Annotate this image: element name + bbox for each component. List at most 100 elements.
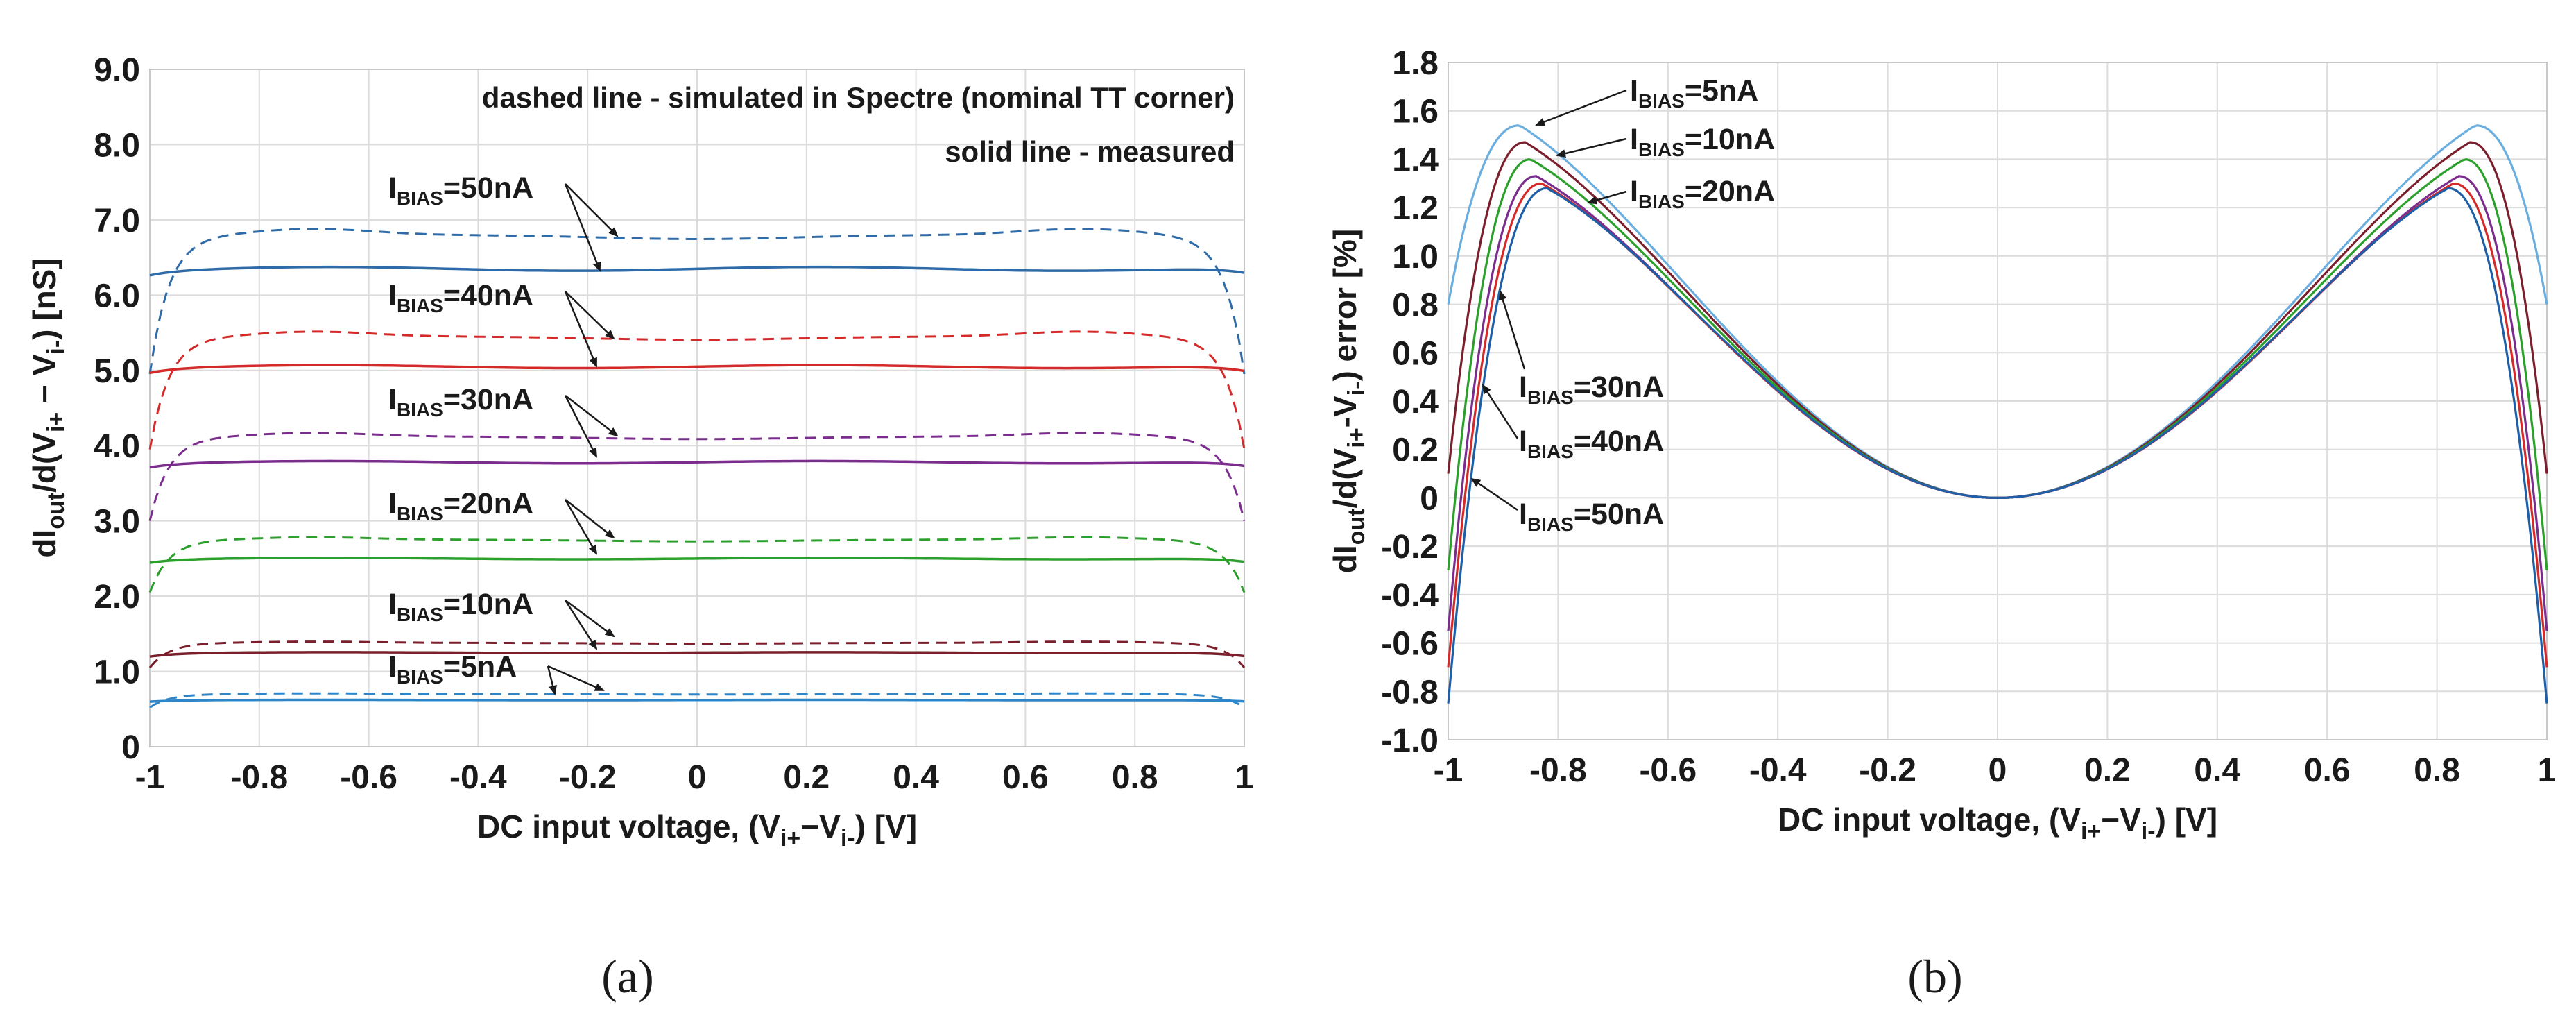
chart-a-y-ticks: 0 1.0 2.0 3.0 4.0 5.0 6.0 7.0 8.0 9.0	[94, 52, 140, 766]
chart-a-arrow-50na-b	[564, 183, 601, 272]
chart-a-frame	[149, 69, 1245, 747]
y-tick-label: 1.0	[1392, 239, 1439, 275]
measured-line-ibias=30na	[149, 459, 1245, 469]
chart-a-arrow-20na-b	[564, 499, 598, 555]
chart-b-arrow-50na	[1470, 477, 1518, 511]
chart-b-label-10na: IBIAS=10nA	[1630, 123, 1775, 160]
x-tick-label: 0.2	[2084, 752, 2131, 789]
y-tick-label: 0.2	[1392, 432, 1439, 469]
chart-b-arrow-30na	[1498, 290, 1526, 370]
x-tick-label: 0	[1989, 752, 2007, 789]
chart-b-label-50na: IBIAS=50nA	[1519, 498, 1664, 535]
chart-a-label-50na: IBIAS=50nA	[388, 171, 533, 209]
y-tick-label: 4.0	[94, 428, 140, 465]
chart-b-arrow-10na	[1556, 137, 1627, 158]
x-tick-label: 1	[2538, 752, 2557, 789]
y-tick-label: -1.0	[1381, 722, 1439, 759]
y-tick-label: -0.4	[1381, 577, 1439, 614]
chart-b-label-20na: IBIAS=20nA	[1630, 175, 1775, 212]
x-tick-label: -0.4	[449, 759, 507, 796]
measured-line-ibias=5na	[149, 698, 1245, 703]
y-tick-label: -0.6	[1381, 626, 1439, 663]
chart-a-note-simulated: dashed line - simulated in Spectre (nomi…	[482, 81, 1235, 114]
chart-a-series	[148, 228, 1246, 708]
chart-a-note-measured: solid line - measured	[945, 135, 1235, 168]
x-tick-label: -0.2	[1859, 752, 1916, 789]
measured-line-ibias=40na	[149, 364, 1245, 375]
y-tick-label: 6.0	[94, 278, 140, 314]
chart-a-arrow-20na-a	[565, 499, 615, 539]
chart-a-arrow-10na-b	[564, 600, 598, 650]
chart-a-arrow-10na-a	[565, 599, 615, 638]
x-tick-label: -0.6	[1639, 752, 1697, 789]
chart-b-arrow-20na	[1587, 190, 1627, 205]
y-tick-label: 1.0	[94, 654, 140, 691]
chart-a-arrow-30na-a	[565, 395, 619, 437]
measured-line-ibias=50na	[149, 265, 1245, 277]
x-tick-label: 0.6	[1002, 759, 1049, 796]
chart-a-arrow-5na-b	[547, 665, 557, 695]
chart-b-series	[1447, 124, 2548, 704]
x-tick-label: 0.6	[2304, 752, 2351, 789]
chart-a-x-label: DC input voltage, (Vi+−Vi-) [V]	[477, 808, 917, 851]
error-line-ibias=50na	[1447, 187, 2548, 704]
x-tick-label: 0.8	[2414, 752, 2460, 789]
chart-b-annotations: IBIAS=5nA IBIAS=10nA IBIAS=20nA IBIAS=30…	[1470, 74, 1775, 535]
y-tick-label: 5.0	[94, 353, 140, 390]
chart-a-label-10na: IBIAS=10nA	[388, 588, 533, 625]
y-tick-label: 8.0	[94, 127, 140, 164]
x-tick-label: -1	[135, 759, 165, 796]
x-tick-label: 1	[1235, 759, 1254, 796]
y-tick-label: 0.8	[1392, 287, 1439, 324]
y-tick-label: 0.6	[1392, 335, 1439, 372]
measured-line-ibias=20na	[149, 557, 1245, 564]
x-tick-label: -0.4	[1749, 752, 1807, 789]
chart-a-arrow-40na-b	[564, 291, 598, 368]
y-tick-label: 1.6	[1392, 94, 1439, 130]
y-tick-label: -0.8	[1381, 674, 1439, 711]
y-tick-label: 1.8	[1392, 45, 1439, 82]
chart-a-arrow-40na-a	[565, 291, 615, 340]
chart-a-arrow-50na-a	[565, 183, 619, 237]
y-tick-label: 1.4	[1392, 142, 1439, 178]
chart-a-annotations: IBIAS=50nA IBIAS=40nA IBIAS=30nA IBIAS=2…	[388, 171, 619, 695]
chart-b-label-40na: IBIAS=40nA	[1519, 425, 1664, 462]
x-tick-label: -1	[1434, 752, 1463, 789]
chart-a-x-ticks: -1 -0.8 -0.6 -0.4 -0.2 0 0.2 0.4 0.6 0.8 1	[135, 759, 1254, 796]
chart-b-arrow-40na	[1482, 384, 1519, 439]
chart-b: -1.0 -0.8 -0.6 -0.4 -0.2 0 0.2 0.4 0.6 0.8 1.0 1.2 1…	[1327, 45, 2556, 1003]
chart-a-label-5na: IBIAS=5nA	[388, 650, 517, 688]
chart-a-arrow-5na-a	[547, 665, 605, 692]
y-tick-label: 2.0	[94, 579, 140, 616]
chart-a-label-20na: IBIAS=20nA	[388, 487, 533, 525]
chart-b-frame	[1448, 62, 2548, 740]
chart-b-y-ticks: -1.0 -0.8 -0.6 -0.4 -0.2 0 0.2 0.4 0.6 0.8 1.0 1.2 1…	[1381, 45, 1439, 759]
y-tick-label: 1.2	[1392, 190, 1439, 227]
chart-b-caption: (b)	[1907, 950, 1962, 1003]
x-tick-label: 0.4	[893, 759, 939, 796]
chart-a-caption: (a)	[601, 950, 653, 1003]
chart-b-label-5na: IBIAS=5nA	[1630, 74, 1758, 112]
measured-line-ibias=10na	[149, 651, 1245, 658]
y-tick-label: 0.4	[1392, 384, 1439, 421]
x-tick-label: 0.4	[2194, 752, 2240, 789]
chart-b-x-ticks: -1 -0.8 -0.6 -0.4 -0.2 0 0.2 0.4 0.6 0.8 1	[1434, 752, 2557, 789]
simulated-line-ibias=5na	[149, 692, 1245, 708]
chart-a-label-40na: IBIAS=40nA	[388, 279, 533, 316]
chart-a-label-30na: IBIAS=30nA	[388, 383, 533, 421]
x-tick-label: -0.8	[1529, 752, 1587, 789]
chart-a-grid	[149, 69, 1245, 747]
chart-a-arrow-30na-b	[564, 395, 598, 458]
chart-a: 01.02.03.04.05.06.07.08.09.0 -1 -0.8 -0.6-…	[26, 52, 1253, 1003]
simulated-line-ibias=40na	[148, 330, 1246, 450]
y-tick-label: 7.0	[94, 203, 140, 239]
chart-b-x-label: DC input voltage, (Vi+−Vi-) [V]	[1778, 801, 2217, 844]
x-tick-label: 0	[688, 759, 707, 796]
simulated-line-ibias=10na	[148, 640, 1246, 669]
simulated-line-ibias=30na	[148, 432, 1246, 521]
y-tick-label: 3.0	[94, 504, 140, 541]
x-tick-label: -0.8	[230, 759, 288, 796]
y-tick-label: -0.2	[1381, 529, 1439, 566]
chart-a-y-label: dIout/d(Vi+ − Vi-) [nS]	[26, 258, 69, 557]
